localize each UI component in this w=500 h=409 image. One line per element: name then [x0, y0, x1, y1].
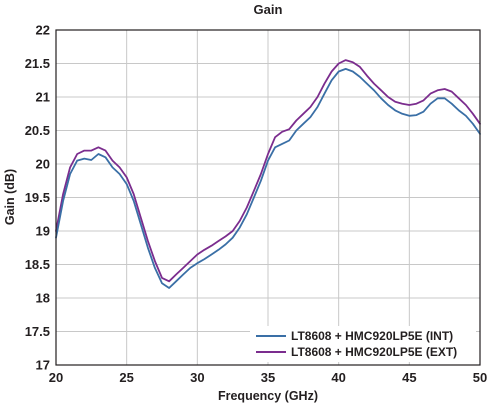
- y-tick-label: 18: [36, 291, 50, 306]
- y-tick-label: 22: [36, 23, 50, 38]
- y-tick-labels: 17 17.5 18 18.5 19 19.5 20 20.5 21 21.5 22: [25, 23, 50, 373]
- y-tick-label: 18.5: [25, 257, 50, 272]
- y-tick-label: 19.5: [25, 190, 50, 205]
- y-axis-label: Gain (dB): [3, 169, 17, 225]
- y-tick-label: 20: [36, 157, 50, 172]
- x-tick-label: 20: [49, 370, 63, 385]
- plot-frame: [55, 29, 481, 366]
- series-line-int: [55, 68, 481, 289]
- legend-box: [250, 326, 476, 362]
- chart-title: Gain: [254, 2, 283, 17]
- legend-label-int: LT8608 + HMC920LP5E (INT): [291, 329, 453, 343]
- y-tick-label: 19: [36, 224, 50, 239]
- legend: LT8608 + HMC920LP5E (INT) LT8608 + HMC92…: [250, 326, 476, 362]
- series-lines: [55, 59, 481, 289]
- y-tick-label: 21.5: [25, 56, 50, 71]
- y-tick-label: 20.5: [25, 123, 50, 138]
- y-tick-label: 17.5: [25, 324, 50, 339]
- grid-lines: [56, 30, 480, 365]
- x-tick-label: 50: [473, 370, 487, 385]
- y-tick-label: 17: [36, 358, 50, 373]
- x-tick-label: 40: [331, 370, 345, 385]
- x-axis-label: Frequency (GHz): [218, 389, 318, 403]
- x-tick-label: 25: [119, 370, 133, 385]
- x-tick-label: 35: [261, 370, 275, 385]
- x-tick-labels: 20 25 30 35 40 45 50: [49, 370, 487, 385]
- x-tick-label: 45: [402, 370, 416, 385]
- y-tick-label: 21: [36, 90, 50, 105]
- legend-label-ext: LT8608 + HMC920LP5E (EXT): [291, 345, 457, 359]
- x-tick-label: 30: [190, 370, 204, 385]
- series-line-ext: [55, 59, 481, 283]
